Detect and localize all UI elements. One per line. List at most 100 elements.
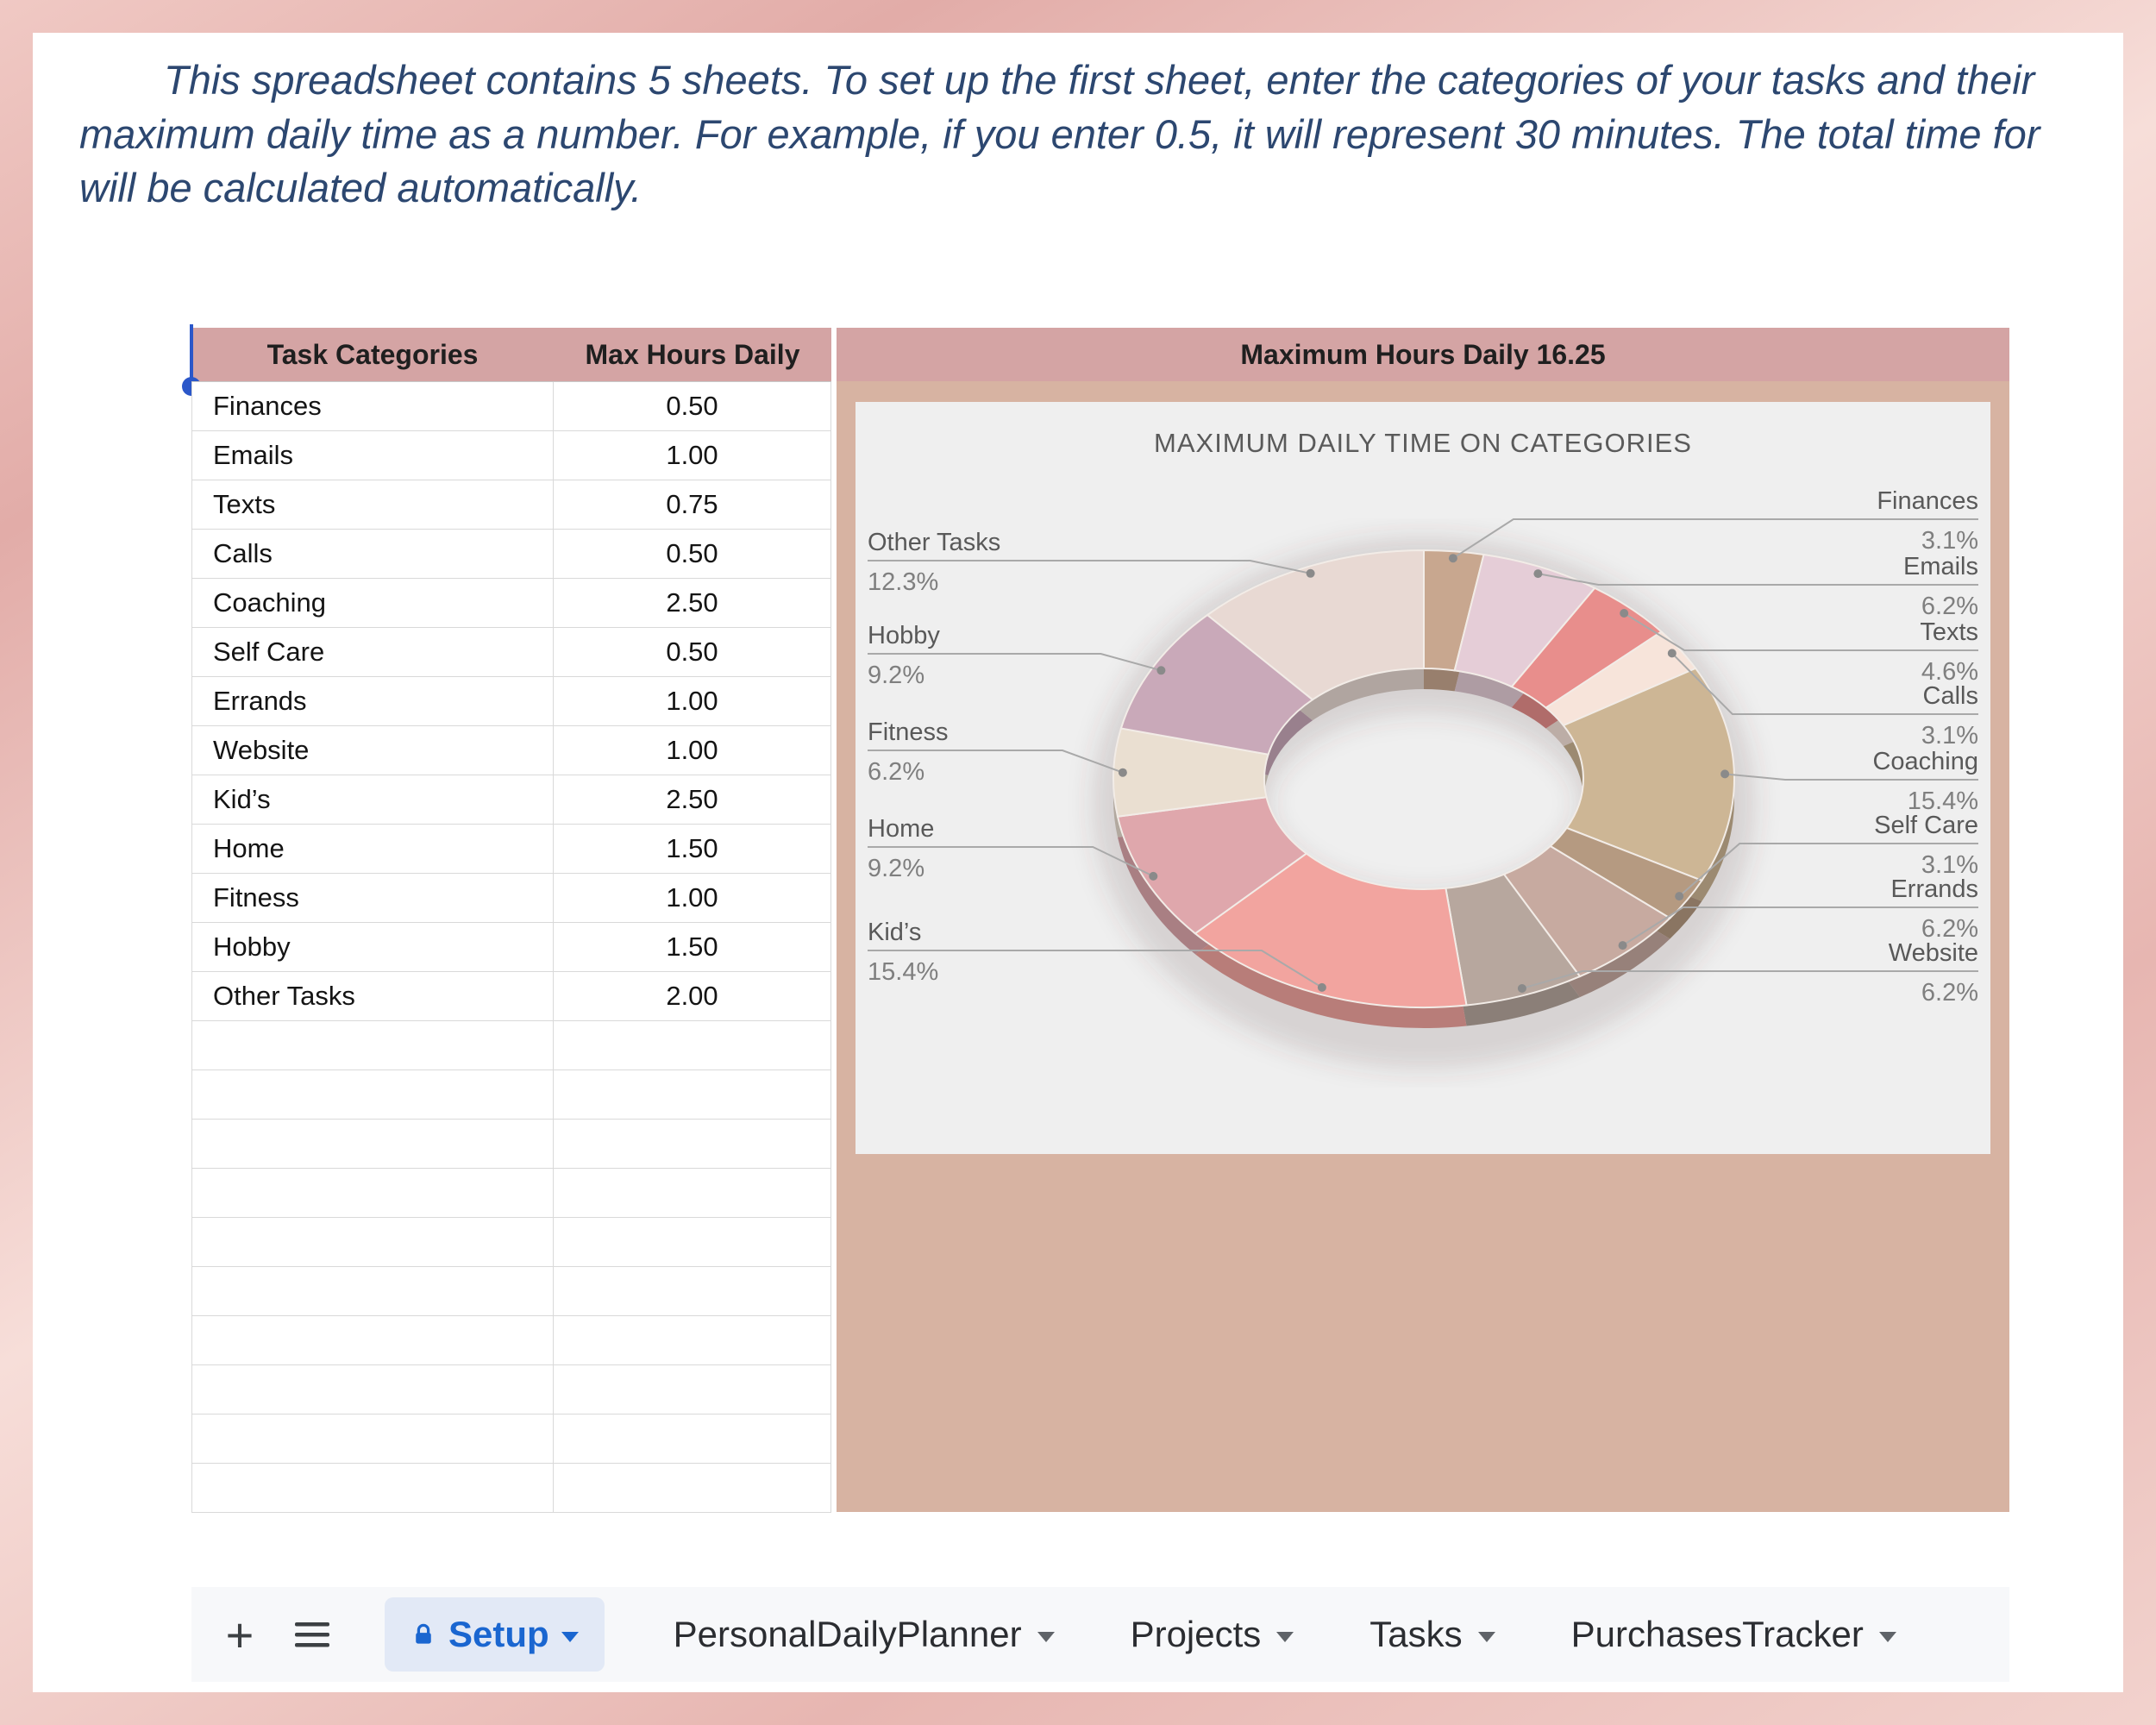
donut-chart[interactable]: Other Tasks 12.3% Hobby 9.2% Fitness 6.2% Home… — [856, 402, 1990, 1154]
category-cell[interactable]: Kid’s — [191, 775, 554, 825]
category-cell[interactable] — [191, 1070, 554, 1120]
leader-line-home — [868, 846, 1154, 877]
table-row — [191, 1267, 831, 1316]
column-header-max-hours-daily[interactable]: Max Hours Daily — [554, 328, 831, 381]
category-cell[interactable]: Self Care — [191, 628, 554, 677]
table-row: Emails 1.00 — [191, 431, 831, 480]
hours-cell[interactable]: 2.50 — [554, 579, 831, 628]
all-sheets-menu-button[interactable] — [288, 1610, 336, 1659]
hours-cell[interactable] — [554, 1021, 831, 1070]
category-cell[interactable] — [191, 1218, 554, 1267]
sheet-tab-setup[interactable]: Setup — [385, 1597, 605, 1672]
sheet-tab-bar: + Setup PersonalDailyPlanner Projects Tasks… — [191, 1587, 2009, 1682]
category-cell[interactable] — [191, 1120, 554, 1169]
table-row: Calls 0.50 — [191, 530, 831, 579]
category-cell[interactable]: Hobby — [191, 923, 554, 972]
hours-cell[interactable]: 2.00 — [554, 972, 831, 1021]
hours-cell[interactable]: 0.50 — [554, 628, 831, 677]
leader-line-finances — [1452, 518, 1978, 560]
hours-cell[interactable]: 0.50 — [554, 382, 831, 431]
category-cell[interactable] — [191, 1169, 554, 1218]
hours-cell[interactable]: 0.75 — [554, 480, 831, 530]
chart-label-pct-home: 9.2% — [868, 855, 924, 882]
hours-cell[interactable]: 1.00 — [554, 677, 831, 726]
hours-cell[interactable] — [554, 1120, 831, 1169]
category-cell[interactable] — [191, 1267, 554, 1316]
sheet-tab-label: Setup — [448, 1614, 549, 1654]
category-cell[interactable]: Home — [191, 825, 554, 874]
hours-cell[interactable]: 1.00 — [554, 874, 831, 923]
hours-cell[interactable]: 1.50 — [554, 923, 831, 972]
sheet-tabs: Setup PersonalDailyPlanner Projects Tasks Pu… — [336, 1597, 1903, 1672]
sheet-tab-tasks[interactable]: Tasks — [1363, 1597, 1501, 1672]
lock-icon — [416, 1623, 431, 1644]
chart-label-pct-website: 6.2% — [1921, 979, 1978, 1007]
hours-cell[interactable] — [554, 1464, 831, 1513]
table-row: Kid’s 2.50 — [191, 775, 831, 825]
hours-cell[interactable] — [554, 1218, 831, 1267]
category-cell[interactable]: Texts — [191, 480, 554, 530]
leader-line-coaching — [1725, 773, 1978, 781]
summary-header-total-hours[interactable]: Maximum Hours Daily 16.25 — [837, 328, 2009, 381]
category-cell[interactable]: Emails — [191, 431, 554, 480]
chart-label-pct-calls: 3.1% — [1921, 722, 1978, 750]
category-cell[interactable]: Fitness — [191, 874, 554, 923]
sheet-tab-personaldailyplanner[interactable]: PersonalDailyPlanner — [667, 1597, 1062, 1672]
category-cell[interactable] — [191, 1021, 554, 1070]
table-row: Other Tasks 2.00 — [191, 972, 831, 1021]
table-row: Coaching 2.50 — [191, 579, 831, 628]
chart-label-pct-errands: 6.2% — [1921, 915, 1978, 943]
chart-title: MAXIMUM DAILY TIME ON CATEGORIES — [1154, 428, 1692, 458]
category-cell[interactable] — [191, 1414, 554, 1464]
slice-kid-s[interactable] — [1194, 852, 1468, 1009]
table-row: Self Care 0.50 — [191, 628, 831, 677]
category-cell[interactable] — [191, 1365, 554, 1414]
chart-label-self-care: Self Care — [1874, 812, 1978, 839]
category-cell[interactable]: Calls — [191, 530, 554, 579]
table-row — [191, 1169, 831, 1218]
category-cell[interactable]: Website — [191, 726, 554, 775]
category-cell[interactable] — [191, 1316, 554, 1365]
category-cell[interactable]: Coaching — [191, 579, 554, 628]
leader-dot-coaching — [1720, 769, 1730, 779]
chart-label-pct-coaching: 15.4% — [1908, 787, 1978, 815]
hours-cell[interactable] — [554, 1365, 831, 1414]
selection-cursor-line — [190, 324, 193, 386]
hours-cell[interactable]: 2.50 — [554, 775, 831, 825]
slice-other-tasks[interactable] — [1206, 549, 1425, 701]
sheet-tab-label: Tasks — [1369, 1614, 1463, 1654]
add-sheet-button[interactable]: + — [216, 1608, 264, 1662]
category-cell[interactable]: Other Tasks — [191, 972, 554, 1021]
sheet-tab-label: PurchasesTracker — [1570, 1614, 1864, 1654]
leader-line-emails — [1538, 573, 1978, 586]
category-cell[interactable] — [191, 1464, 554, 1513]
sheet-tab-projects[interactable]: Projects — [1124, 1597, 1301, 1672]
hours-cell[interactable]: 1.00 — [554, 726, 831, 775]
category-cell[interactable]: Errands — [191, 677, 554, 726]
chart-label-fitness: Fitness — [868, 718, 948, 746]
leader-dot-fitness — [1118, 768, 1127, 777]
hours-cell[interactable] — [554, 1316, 831, 1365]
donut-slices — [1112, 549, 1735, 1009]
chart-label-kid-s: Kid’s — [868, 919, 921, 946]
column-header-task-categories[interactable]: Task Categories — [191, 328, 554, 381]
leader-line-calls — [1671, 652, 1978, 715]
chart-label-pct-kid-s: 15.4% — [868, 958, 938, 986]
hours-cell[interactable] — [554, 1414, 831, 1464]
chart-label-coaching: Coaching — [1872, 748, 1978, 775]
category-cell[interactable]: Finances — [191, 382, 554, 431]
intro-text: This spreadsheet contains 5 sheets. To s… — [79, 57, 2040, 210]
hours-cell[interactable]: 1.00 — [554, 431, 831, 480]
chart-label-pct-self-care: 3.1% — [1921, 851, 1978, 879]
hours-cell[interactable]: 1.50 — [554, 825, 831, 874]
leader-line-fitness — [868, 750, 1124, 774]
sheet-tab-purchasestracker[interactable]: PurchasesTracker — [1564, 1597, 1903, 1672]
hours-cell[interactable] — [554, 1169, 831, 1218]
hours-cell[interactable] — [554, 1267, 831, 1316]
leader-dot-errands — [1618, 941, 1627, 950]
leader-dot-calls — [1667, 649, 1677, 658]
hours-cell[interactable] — [554, 1070, 831, 1120]
hours-cell[interactable]: 0.50 — [554, 530, 831, 579]
table-row: Home 1.50 — [191, 825, 831, 874]
